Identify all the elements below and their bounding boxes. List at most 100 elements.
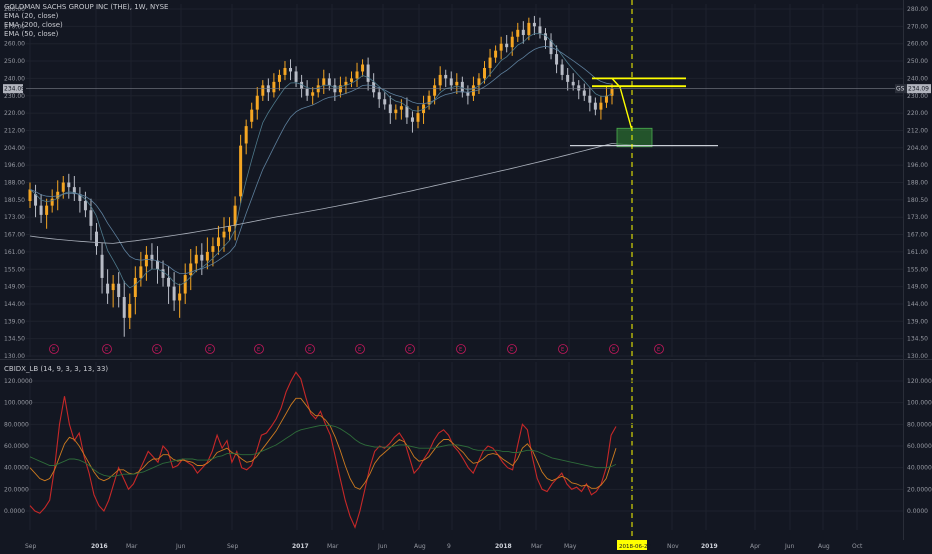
osc-tick-label-left: 60.0000 xyxy=(4,443,29,450)
price-bar xyxy=(189,263,193,276)
osc-tick-label-left: 100.0000 xyxy=(4,400,33,407)
osc-tick-label-left: 20.0000 xyxy=(4,486,29,493)
earnings-marker-label: E xyxy=(308,347,311,353)
osc-tick-label-right: 0.0000 xyxy=(907,508,928,515)
earnings-marker[interactable] xyxy=(507,344,517,354)
price-bar xyxy=(499,43,503,51)
price-bar xyxy=(61,182,65,192)
price-bar xyxy=(56,191,60,199)
earnings-marker[interactable] xyxy=(355,344,365,354)
price-bar xyxy=(100,254,104,278)
ema200-legend[interactable]: EMA (200, close) xyxy=(4,21,63,29)
price-tick-label-left: 188.00 xyxy=(4,180,25,187)
price-tick-label-left: 161.00 xyxy=(4,249,25,256)
price-bar xyxy=(599,102,603,110)
price-tick-label-right: 212.00 xyxy=(907,127,928,134)
time-tick-label: Jun xyxy=(377,543,388,550)
price-bar xyxy=(150,254,154,261)
chart-legend: GOLDMAN SACHS GROUP INC (THE), 1W, NYSE … xyxy=(4,3,168,39)
price-bar xyxy=(239,145,243,197)
earnings-marker[interactable] xyxy=(205,344,215,354)
price-bar xyxy=(45,205,49,215)
price-bar xyxy=(277,74,281,82)
price-bar xyxy=(560,64,564,75)
price-bar xyxy=(255,95,259,110)
price-tick-label-right: 220.00 xyxy=(907,110,928,117)
last-price-label-right: 234.09 xyxy=(908,86,929,93)
earnings-marker[interactable] xyxy=(102,344,112,354)
price-bar xyxy=(604,95,608,103)
time-tick-label: 2019 xyxy=(701,543,718,550)
price-bar xyxy=(322,78,326,86)
price-bar xyxy=(388,104,392,114)
price-bar xyxy=(117,283,121,298)
time-tick-label: Oct xyxy=(852,543,863,550)
time-tick-label: May xyxy=(564,543,577,550)
price-tick-label-right: 161.00 xyxy=(907,249,928,256)
projection-path[interactable] xyxy=(611,77,633,131)
price-bar xyxy=(289,67,293,72)
price-bar xyxy=(133,277,137,298)
price-bar xyxy=(488,57,492,68)
ema20-line xyxy=(29,33,613,289)
price-bar xyxy=(444,74,448,79)
price-bar xyxy=(349,78,353,82)
time-tick-label: Mar xyxy=(531,543,543,550)
earnings-marker[interactable] xyxy=(152,344,162,354)
ema50-legend[interactable]: EMA (50, close) xyxy=(4,30,59,38)
price-bar xyxy=(416,113,420,122)
price-tick-label-left: 196.00 xyxy=(4,162,25,169)
price-tick-label-left: 250.00 xyxy=(4,58,25,65)
price-bar xyxy=(566,74,570,82)
price-bar xyxy=(427,95,431,105)
price-bar xyxy=(588,95,592,103)
price-bar xyxy=(471,85,475,96)
earnings-marker[interactable] xyxy=(558,344,568,354)
price-bar xyxy=(144,254,148,267)
price-bar xyxy=(233,205,237,226)
price-tick-label-right: 188.00 xyxy=(907,180,928,187)
price-tick-label-left: 240.00 xyxy=(4,75,25,82)
earnings-marker[interactable] xyxy=(254,344,264,354)
time-tick-label: 9 xyxy=(447,543,451,550)
price-bar xyxy=(83,201,87,211)
osc-tick-label-right: 40.0000 xyxy=(907,465,932,472)
price-bar xyxy=(211,246,215,252)
earnings-marker-label: E xyxy=(52,347,55,353)
price-bar xyxy=(433,85,437,96)
price-bar xyxy=(532,22,536,27)
ema20-legend[interactable]: EMA (20, close) xyxy=(4,12,59,20)
price-tick-label-right: 270.00 xyxy=(907,23,928,30)
price-bar xyxy=(577,85,581,91)
ticker-tag: GS xyxy=(896,86,905,93)
earnings-marker[interactable] xyxy=(456,344,466,354)
target-box[interactable] xyxy=(616,127,653,148)
price-bar xyxy=(505,43,509,48)
earnings-marker[interactable] xyxy=(654,344,664,354)
earnings-marker[interactable] xyxy=(305,344,315,354)
earnings-marker[interactable] xyxy=(609,344,619,354)
symbol-title[interactable]: GOLDMAN SACHS GROUP INC (THE), 1W, NYSE xyxy=(4,3,169,11)
price-tick-label-right: 144.00 xyxy=(907,301,928,308)
price-tick-label-left: 180.50 xyxy=(4,197,25,204)
price-bar xyxy=(582,90,586,96)
earnings-marker[interactable] xyxy=(405,344,415,354)
price-bar xyxy=(78,194,82,202)
price-bar xyxy=(460,81,464,93)
time-tick-label: Jun xyxy=(175,543,186,550)
earnings-marker[interactable] xyxy=(49,344,59,354)
indicator-title[interactable]: CBIDX_LB (14, 9, 3, 3, 13, 33) xyxy=(4,365,109,373)
price-bar xyxy=(89,210,93,226)
earnings-marker-label: E xyxy=(105,347,108,353)
price-bar xyxy=(344,81,348,86)
indicator-legend: CBIDX_LB (14, 9, 3, 3, 13, 33) xyxy=(4,365,108,374)
last-price-box-right xyxy=(907,84,931,94)
ema200-line xyxy=(29,143,613,244)
osc-tick-label-right: 20.0000 xyxy=(907,486,932,493)
price-bar xyxy=(250,109,254,122)
price-bar xyxy=(571,81,575,86)
price-tick-label-left: 144.00 xyxy=(4,301,25,308)
price-bar xyxy=(405,106,409,118)
